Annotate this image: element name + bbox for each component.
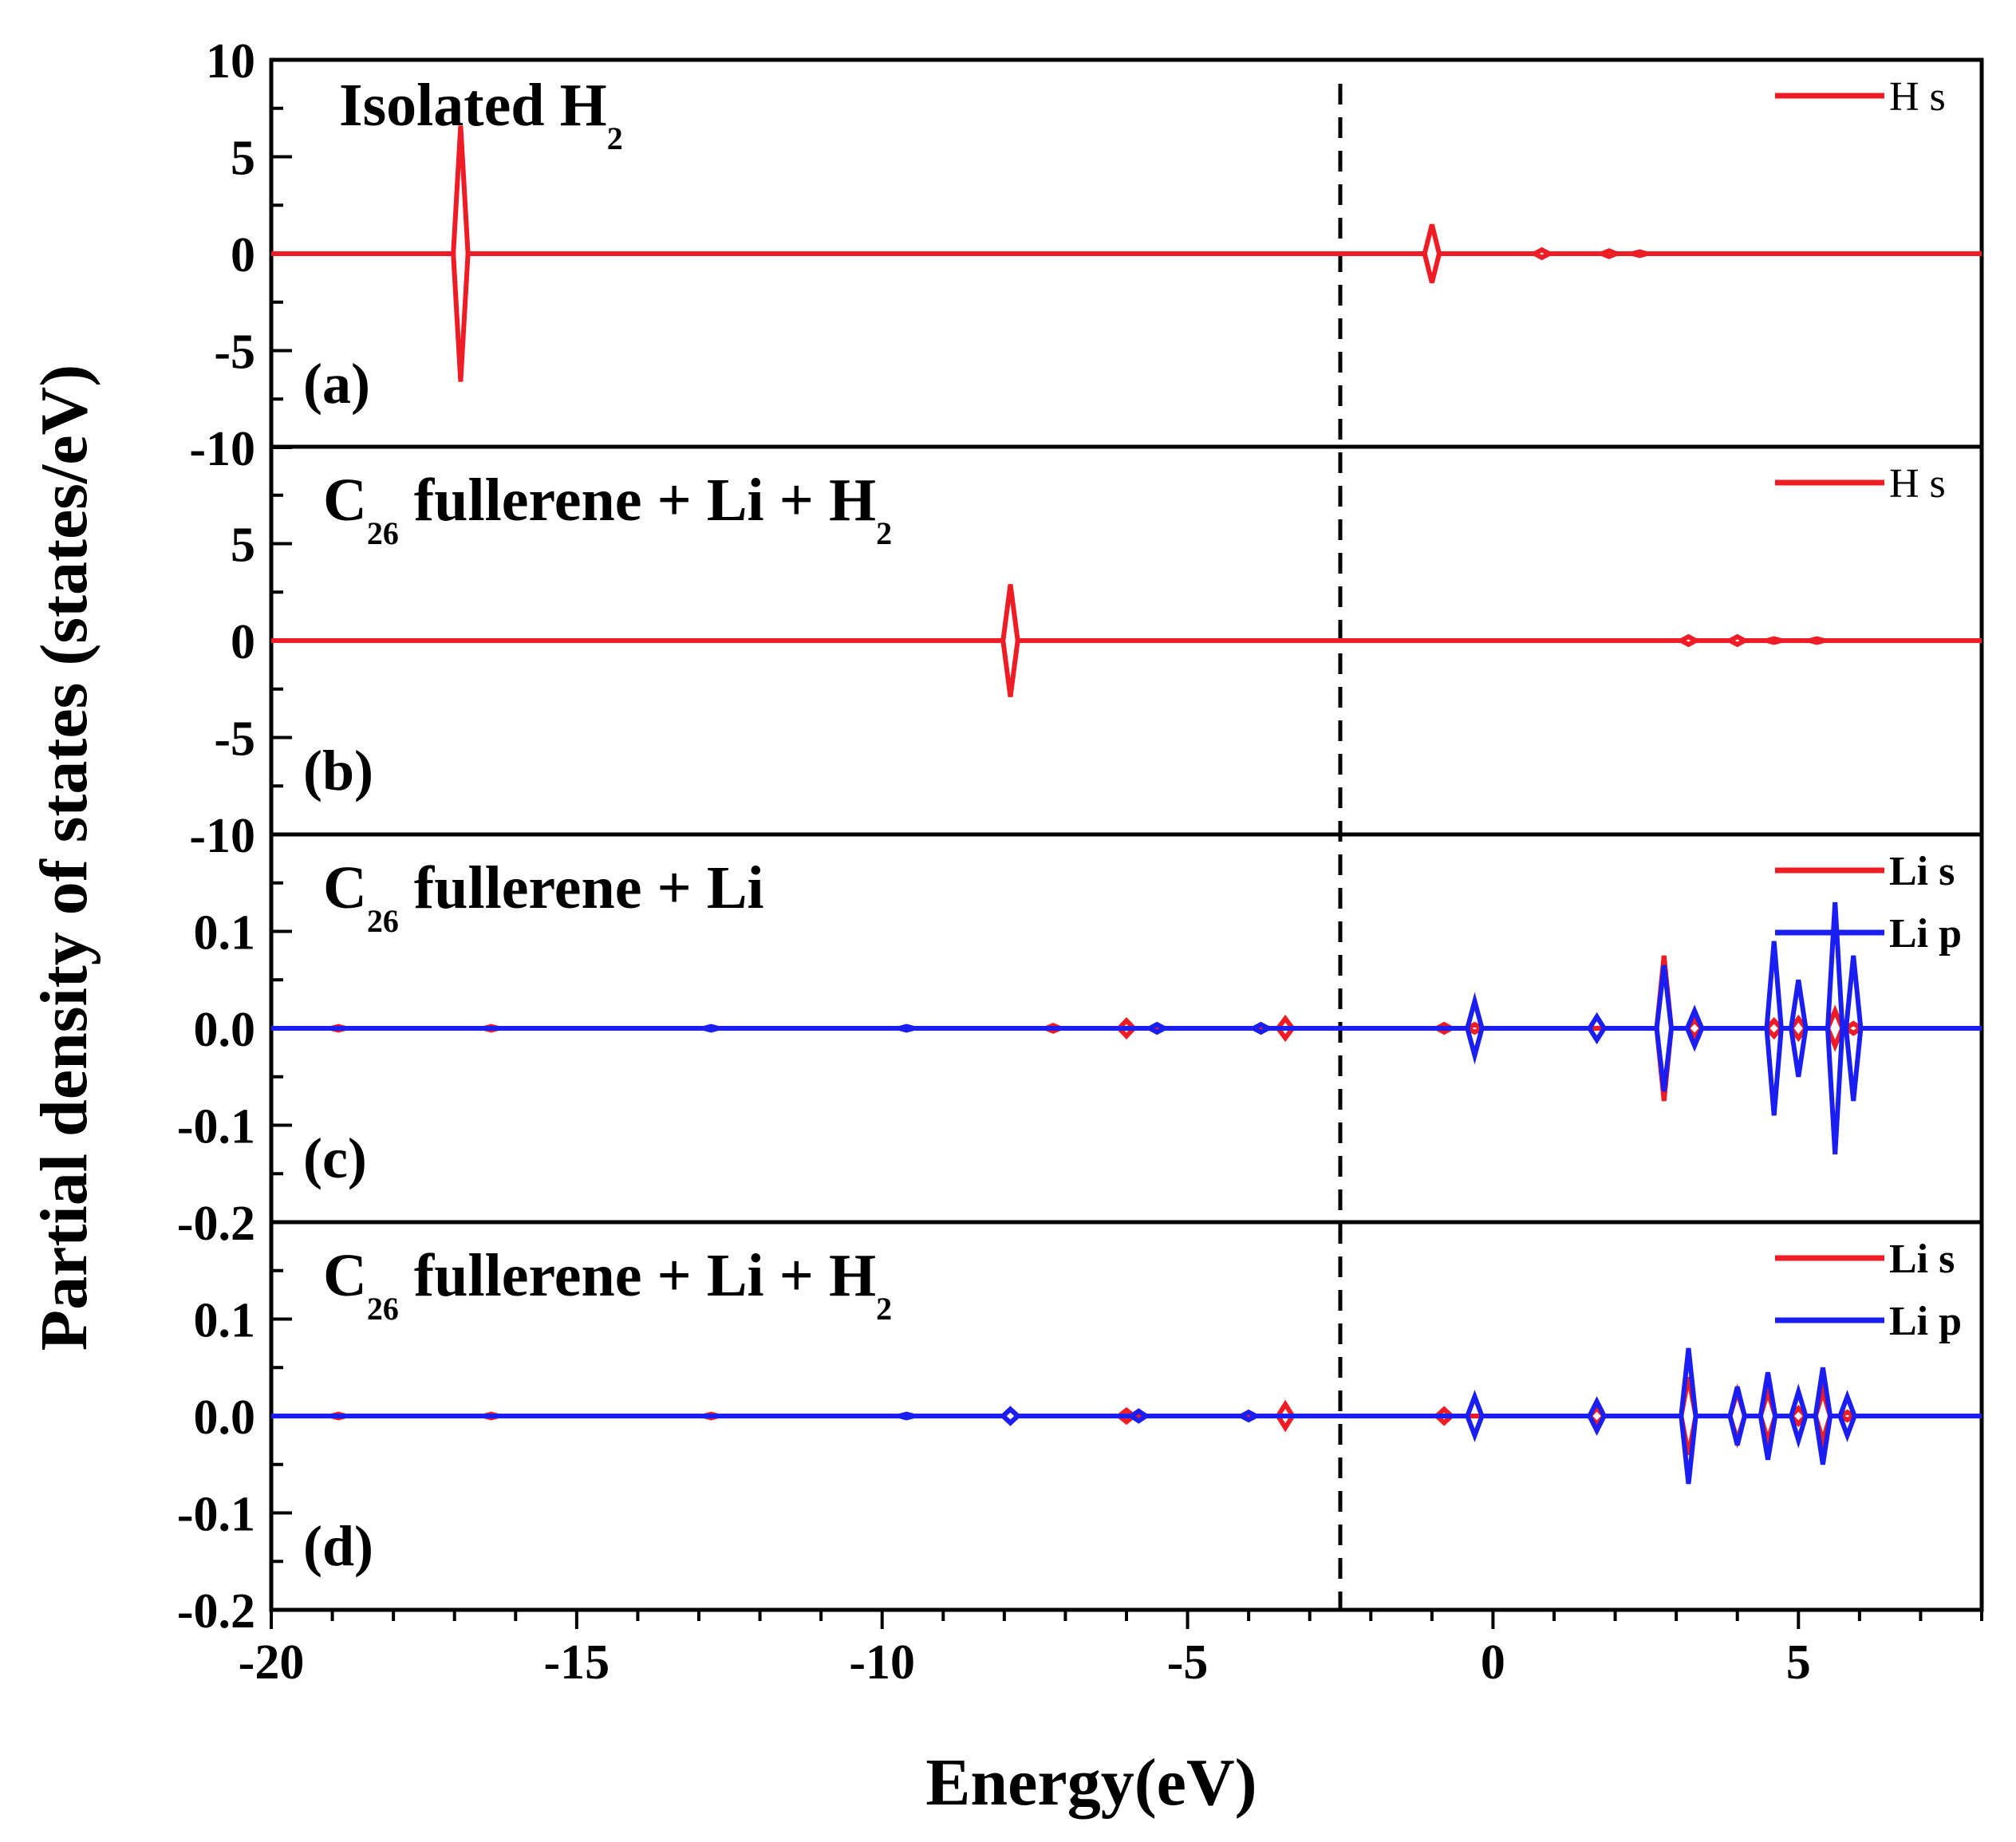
y-tick-label: 0.1: [194, 906, 256, 960]
series-layer: [271, 125, 1982, 1485]
panel-title: Isolated H2: [339, 72, 623, 156]
series-h-s-up: [271, 125, 1982, 256]
y-tick-label: 5: [231, 519, 255, 573]
x-tick-label: -10: [849, 1635, 915, 1690]
panel-label: (a): [303, 352, 370, 416]
y-tick-label: -0.1: [177, 1488, 255, 1542]
y-tick-label: -5: [214, 325, 255, 380]
y-tick-label: 10: [206, 34, 255, 89]
panel-title: C26 fullerene + Li + H2: [323, 1242, 892, 1327]
series-h-s-up: [271, 584, 1982, 643]
series-li-p-down: [271, 1026, 1982, 1155]
x-axis-title: Energy(eV): [925, 1745, 1257, 1820]
x-tick-label: -15: [544, 1635, 610, 1690]
series-li-s-down: [271, 1414, 1982, 1456]
y-tick-label: 0: [231, 615, 255, 669]
axes-layer: [269, 57, 1984, 1629]
panel-title: C26 fullerene + Li: [323, 854, 764, 939]
series-li-s-down: [271, 1026, 1982, 1102]
legend-label: Li s: [1889, 1237, 1955, 1282]
legend-label: Li p: [1889, 911, 1962, 956]
y-tick-label: 0.0: [194, 1003, 256, 1057]
y-tick-label: 5: [231, 132, 255, 186]
y-tick-label: -0.2: [177, 1197, 255, 1251]
series-h-s-down: [271, 638, 1982, 697]
legend-label: Li p: [1889, 1299, 1962, 1344]
series-h-s-down: [271, 251, 1982, 382]
panel-label: (b): [303, 739, 373, 803]
series-li-s-up: [271, 955, 1982, 1031]
x-tick-label: -5: [1167, 1635, 1209, 1690]
y-axis-title: Partial density of states (states/eV): [27, 365, 101, 1351]
y-tick-label: -10: [189, 422, 255, 476]
y-tick-label: -10: [189, 809, 255, 863]
legend-label: H s: [1889, 74, 1946, 120]
legend-label: H s: [1889, 461, 1946, 507]
y-tick-label: -5: [214, 712, 255, 767]
y-tick-label: 0.1: [194, 1294, 256, 1348]
series-li-p-down: [271, 1414, 1982, 1485]
y-tick-label: 0: [231, 228, 255, 282]
x-tick-label: 5: [1786, 1635, 1811, 1690]
y-tick-label: 0.0: [194, 1390, 256, 1445]
panel-title: C26 fullerene + Li + H2: [323, 467, 892, 551]
x-tick-label: 0: [1481, 1635, 1505, 1690]
y-tick-label: -0.2: [177, 1584, 255, 1639]
panel-label: (d): [303, 1514, 373, 1578]
legend-label: Li s: [1889, 849, 1955, 894]
series-li-p-up: [271, 1347, 1982, 1418]
text-layer: Energy(eV) Partial density of states (st…: [27, 34, 1962, 1820]
panel-label: (c): [303, 1126, 367, 1190]
series-li-s-up: [271, 1376, 1982, 1418]
y-tick-label: -0.1: [177, 1100, 255, 1154]
x-tick-label: -20: [239, 1635, 305, 1690]
